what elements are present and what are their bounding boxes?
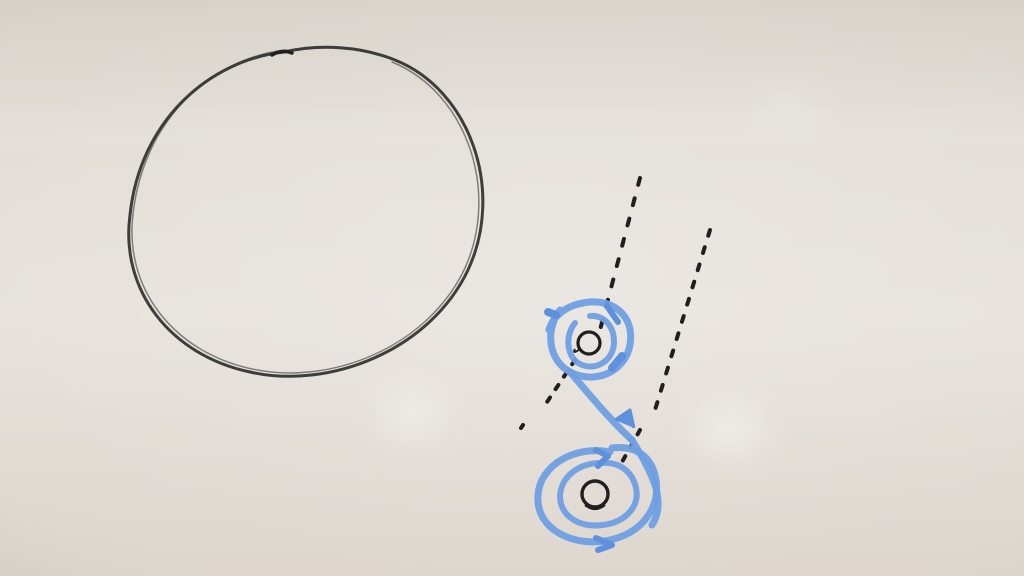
upper-orbit-diagram: [544, 298, 635, 381]
lower-orbit-diagram: [534, 443, 661, 553]
glare-spot-left: [385, 395, 440, 430]
large-black-circle: [127, 45, 485, 378]
glare-spot-right: [700, 410, 760, 450]
connecting-blue-stroke: [566, 368, 636, 444]
glare-spot-top: [750, 95, 820, 123]
blue-arrowhead: [614, 408, 636, 429]
